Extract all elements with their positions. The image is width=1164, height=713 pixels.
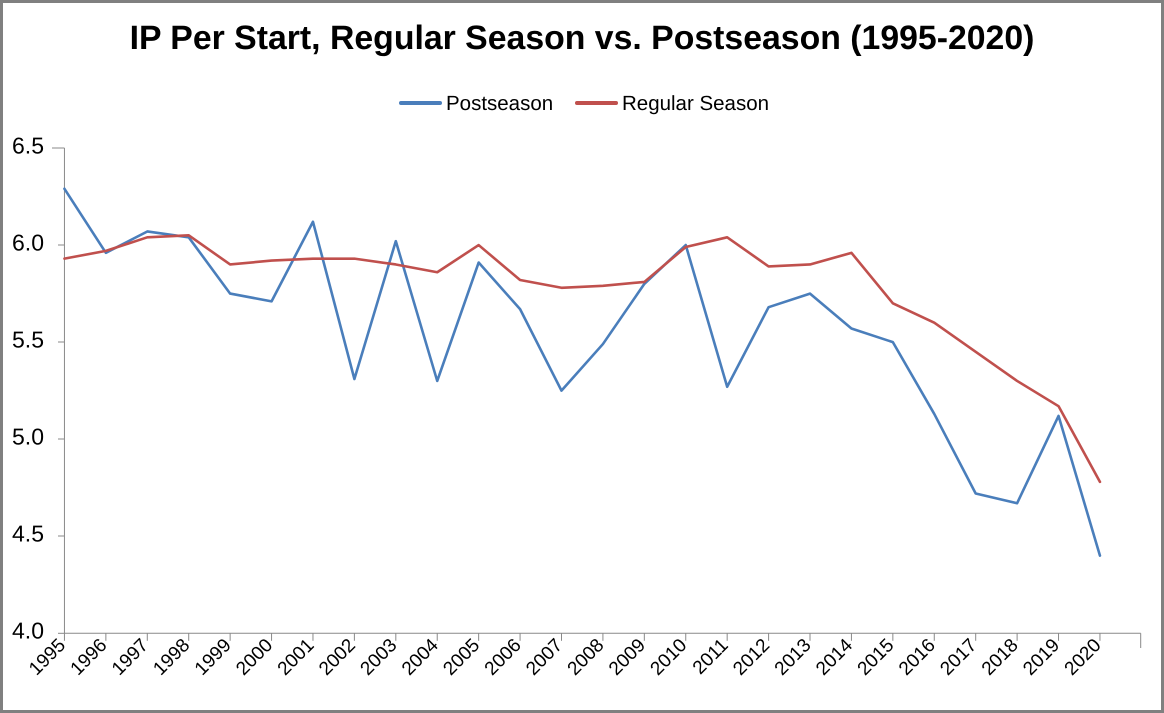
svg-text:1999: 1999 [191, 635, 236, 680]
svg-text:2001: 2001 [274, 635, 319, 680]
svg-text:5.0: 5.0 [12, 424, 44, 450]
svg-text:2005: 2005 [439, 635, 484, 680]
svg-text:2017: 2017 [936, 635, 981, 680]
svg-text:5.5: 5.5 [12, 327, 44, 353]
svg-text:2016: 2016 [895, 635, 940, 680]
svg-text:2009: 2009 [605, 635, 650, 680]
svg-text:2014: 2014 [812, 635, 857, 680]
svg-text:2018: 2018 [978, 635, 1023, 680]
svg-text:2000: 2000 [232, 635, 277, 680]
svg-text:2012: 2012 [729, 635, 774, 680]
svg-text:2013: 2013 [771, 635, 816, 680]
svg-text:2008: 2008 [564, 635, 609, 680]
svg-text:1996: 1996 [67, 635, 112, 680]
svg-text:2006: 2006 [481, 635, 526, 680]
svg-text:2020: 2020 [1061, 635, 1106, 680]
svg-text:4.0: 4.0 [12, 618, 44, 644]
svg-text:2007: 2007 [522, 635, 567, 680]
svg-text:1998: 1998 [149, 635, 194, 680]
svg-text:6.5: 6.5 [12, 133, 44, 159]
svg-text:2019: 2019 [1019, 635, 1064, 680]
svg-text:2010: 2010 [647, 635, 692, 680]
svg-text:4.5: 4.5 [12, 521, 44, 547]
svg-text:2011: 2011 [689, 635, 733, 679]
svg-text:6.0: 6.0 [12, 230, 44, 256]
svg-text:2015: 2015 [854, 635, 899, 680]
svg-text:2004: 2004 [398, 635, 443, 680]
svg-text:2003: 2003 [357, 635, 402, 680]
svg-text:2002: 2002 [315, 635, 360, 680]
svg-text:1997: 1997 [108, 635, 153, 680]
